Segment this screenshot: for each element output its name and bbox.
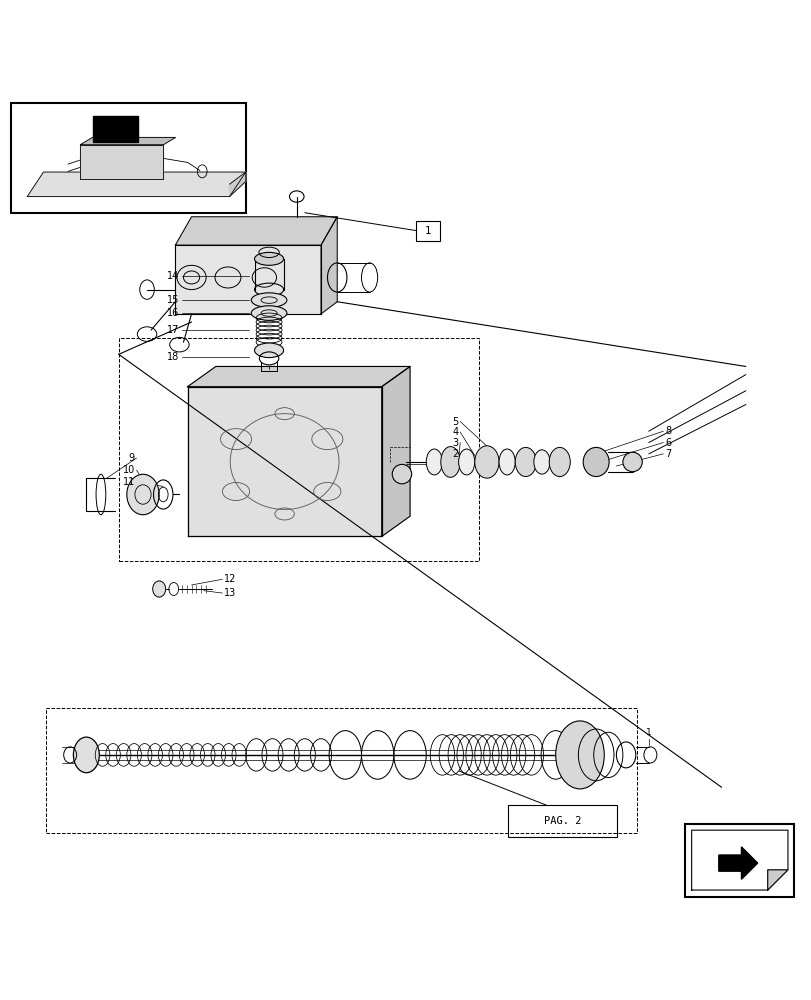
Text: 2: 2	[452, 449, 458, 459]
Ellipse shape	[499, 449, 515, 475]
Text: 4: 4	[452, 427, 458, 437]
Ellipse shape	[251, 306, 286, 320]
Polygon shape	[175, 217, 337, 245]
Polygon shape	[320, 217, 337, 314]
Ellipse shape	[254, 252, 283, 265]
Bar	[415, 221, 440, 241]
Polygon shape	[187, 366, 410, 387]
Ellipse shape	[474, 446, 499, 478]
Ellipse shape	[426, 449, 442, 475]
Polygon shape	[175, 245, 320, 314]
Ellipse shape	[392, 464, 411, 484]
Text: 1: 1	[424, 226, 431, 236]
Ellipse shape	[440, 447, 460, 477]
Text: PAG. 2: PAG. 2	[543, 816, 581, 826]
Bar	[46, 708, 636, 833]
Text: 12: 12	[224, 574, 236, 584]
Ellipse shape	[533, 450, 549, 474]
Ellipse shape	[152, 581, 165, 597]
Text: 3: 3	[452, 438, 458, 448]
Polygon shape	[718, 847, 757, 879]
Text: 9: 9	[129, 453, 135, 463]
Text: 6: 6	[664, 438, 670, 448]
Ellipse shape	[458, 449, 474, 475]
Polygon shape	[92, 116, 139, 142]
Text: 15: 15	[167, 295, 179, 305]
Text: 14: 14	[167, 271, 179, 281]
Polygon shape	[80, 145, 163, 179]
Text: 13: 13	[224, 588, 236, 598]
Ellipse shape	[582, 447, 608, 477]
Text: 10: 10	[122, 465, 135, 475]
Bar	[508, 805, 616, 837]
Polygon shape	[230, 172, 246, 197]
Ellipse shape	[515, 447, 535, 477]
Bar	[11, 103, 246, 213]
Text: 17: 17	[167, 325, 179, 335]
Ellipse shape	[555, 721, 603, 789]
Bar	[118, 338, 478, 561]
Polygon shape	[691, 830, 787, 890]
Polygon shape	[187, 387, 381, 536]
Text: 11: 11	[122, 477, 135, 487]
Ellipse shape	[127, 474, 159, 515]
Text: 5: 5	[452, 417, 458, 427]
Ellipse shape	[254, 343, 283, 358]
Polygon shape	[80, 137, 175, 145]
Polygon shape	[28, 172, 246, 197]
Polygon shape	[766, 870, 787, 890]
Ellipse shape	[548, 447, 569, 477]
Text: 8: 8	[664, 426, 670, 436]
Text: 18: 18	[167, 352, 179, 362]
Bar	[684, 824, 793, 897]
Polygon shape	[381, 366, 410, 536]
Ellipse shape	[622, 452, 642, 472]
Ellipse shape	[251, 293, 286, 307]
Text: 1: 1	[645, 728, 651, 737]
Ellipse shape	[73, 737, 99, 773]
Text: 16: 16	[167, 308, 179, 318]
Text: 7: 7	[664, 449, 671, 459]
